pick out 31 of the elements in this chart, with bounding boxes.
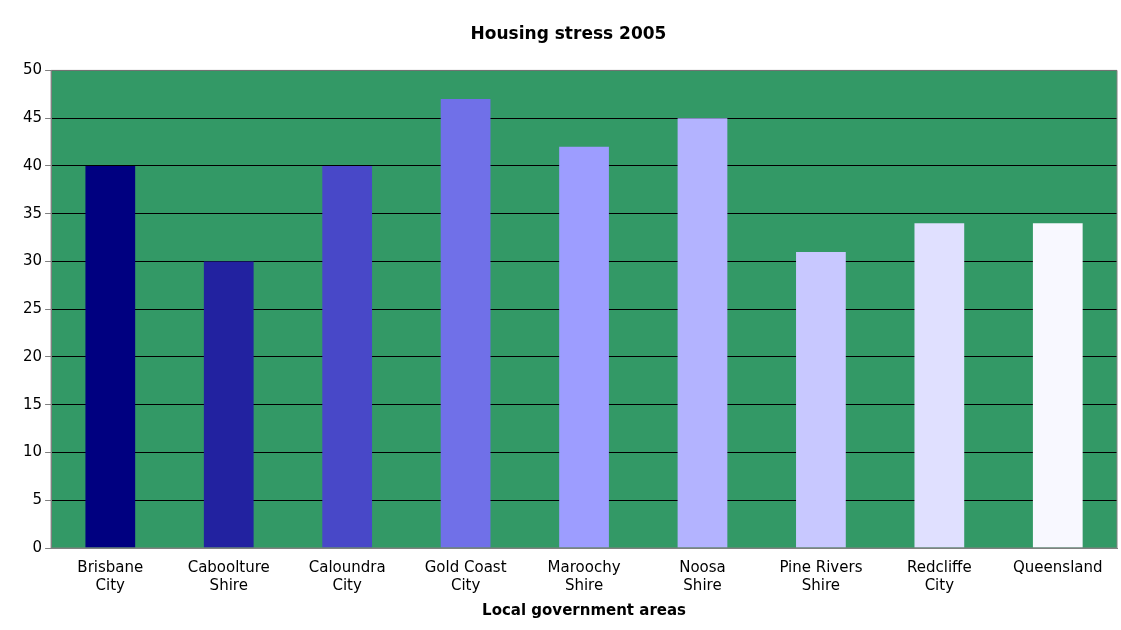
bar <box>1032 223 1083 548</box>
x-tick-label: Redcliffe City <box>907 557 972 594</box>
x-tick-label: Gold Coast City <box>424 557 507 594</box>
y-tick-label: 50 <box>22 60 43 79</box>
y-tick-label: 20 <box>22 346 43 365</box>
bar <box>559 146 609 548</box>
y-tick-label: 15 <box>22 394 43 413</box>
bar <box>440 99 491 548</box>
chart-title: Housing stress 2005 <box>470 22 667 43</box>
y-tick-label: 25 <box>22 299 43 318</box>
y-tick-label: 5 <box>32 490 43 509</box>
y-tick-label: 35 <box>22 203 43 222</box>
x-axis-title: Local government areas <box>482 600 687 619</box>
y-tick-label: 40 <box>22 155 43 174</box>
y-tick-label: 30 <box>22 251 43 270</box>
x-tick-label: Noosa Shire <box>679 557 726 594</box>
y-tick-label: 10 <box>22 442 43 461</box>
x-tick-label: Queensland <box>1013 557 1103 576</box>
x-tick-label: Brisbane City <box>77 557 144 594</box>
y-tick-label: 0 <box>32 537 43 556</box>
x-tick-label: Caboolture Shire <box>187 557 270 594</box>
bar <box>85 165 136 548</box>
x-tick-label: Pine Rivers Shire <box>779 557 863 594</box>
bar <box>677 118 728 548</box>
y-tick-label: 45 <box>22 108 43 127</box>
bar <box>914 223 965 548</box>
bar <box>796 251 846 548</box>
x-tick-label: Caloundra City <box>308 557 386 594</box>
bar <box>203 261 254 548</box>
bar <box>322 165 373 548</box>
x-tick-label: Maroochy Shire <box>547 557 621 594</box>
